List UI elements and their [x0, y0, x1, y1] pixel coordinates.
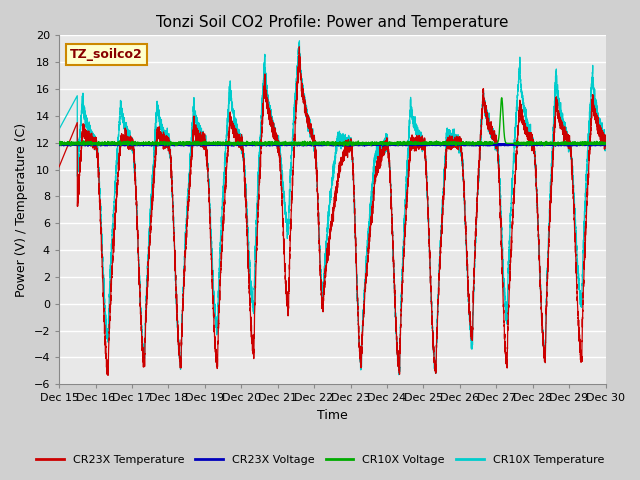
Y-axis label: Power (V) / Temperature (C): Power (V) / Temperature (C) — [15, 123, 28, 297]
X-axis label: Time: Time — [317, 409, 348, 422]
Legend: CR23X Temperature, CR23X Voltage, CR10X Voltage, CR10X Temperature: CR23X Temperature, CR23X Voltage, CR10X … — [31, 451, 609, 469]
Title: Tonzi Soil CO2 Profile: Power and Temperature: Tonzi Soil CO2 Profile: Power and Temper… — [156, 15, 509, 30]
Text: TZ_soilco2: TZ_soilco2 — [70, 48, 143, 61]
